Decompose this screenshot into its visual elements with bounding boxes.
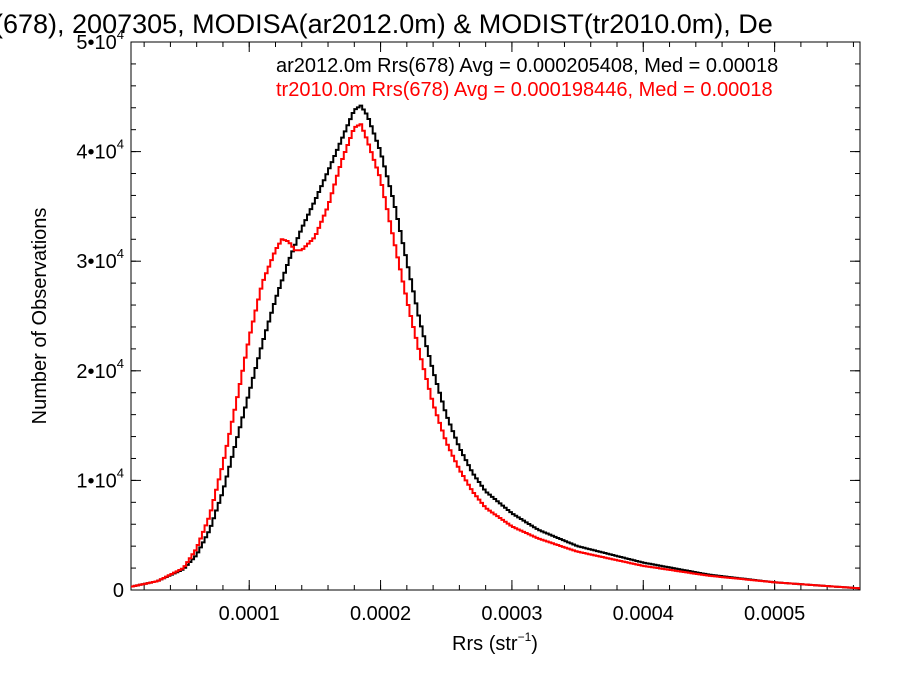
legend-entry-black: ar2012.0m Rrs(678) Avg = 0.000205408, Me… xyxy=(276,55,778,77)
x-axis-label-close: ) xyxy=(531,633,538,655)
legend-entry-red: tr2010.0m Rrs(678) Avg = 0.000198446, Me… xyxy=(276,79,773,101)
y-axis-ticks xyxy=(131,41,860,591)
y-tick-label: 3•104 xyxy=(76,246,124,273)
chart-title: (678), 2007305, MODISA(ar2012.0m) & MODI… xyxy=(0,9,773,39)
x-tick-label: 0.0002 xyxy=(350,603,411,625)
x-axis-label-sup: −1 xyxy=(518,630,532,644)
x-tick-label: 0.0004 xyxy=(613,603,674,625)
y-axis-label: Number of Observations xyxy=(29,208,51,425)
y-tick-label: 1•104 xyxy=(76,465,124,492)
x-axis-ticks xyxy=(143,42,854,590)
x-axis-tick-labels: 0.0001 0.0002 0.0003 0.0004 0.0005 xyxy=(219,603,806,625)
series-layer xyxy=(131,104,860,590)
y-tick-label: 5•104 xyxy=(76,27,124,54)
y-tick-label: 0 xyxy=(113,580,124,602)
x-tick-label: 0.0001 xyxy=(219,603,280,625)
y-tick-label: 4•104 xyxy=(76,137,124,164)
series-line-1 xyxy=(131,123,860,590)
plot-frame xyxy=(130,41,861,591)
x-tick-label: 0.0005 xyxy=(744,603,805,625)
x-axis-label-main: Rrs (str xyxy=(452,633,518,655)
x-axis-label: Rrs (str−1) xyxy=(452,630,538,655)
y-axis-tick-labels: 0 1•104 2•104 3•104 4•104 5•104 xyxy=(76,27,124,602)
x-tick-label: 0.0003 xyxy=(481,603,542,625)
y-tick-label: 2•104 xyxy=(76,356,124,383)
